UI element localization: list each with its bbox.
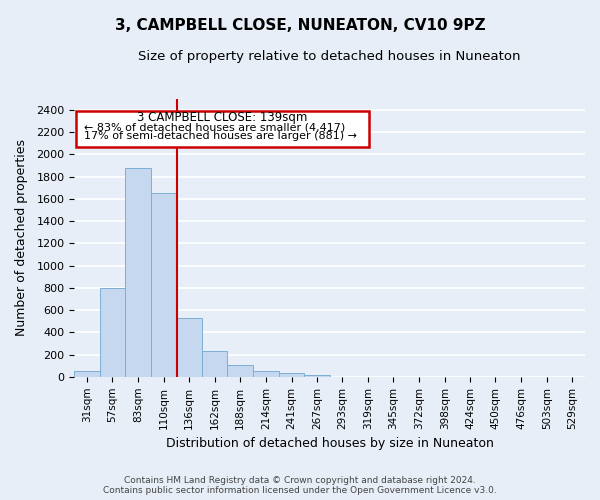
Y-axis label: Number of detached properties: Number of detached properties	[15, 140, 28, 336]
Bar	[100, 288, 125, 377]
Bar	[304, 374, 329, 377]
Text: Contains HM Land Registry data © Crown copyright and database right 2024.
Contai: Contains HM Land Registry data © Crown c…	[103, 476, 497, 495]
Bar	[253, 370, 279, 377]
Text: 17% of semi-detached houses are larger (881) →: 17% of semi-detached houses are larger (…	[84, 132, 357, 141]
Text: 3 CAMPBELL CLOSE: 139sqm: 3 CAMPBELL CLOSE: 139sqm	[137, 111, 308, 124]
Bar	[74, 372, 100, 377]
X-axis label: Distribution of detached houses by size in Nuneaton: Distribution of detached houses by size …	[166, 437, 494, 450]
Text: ← 83% of detached houses are smaller (4,417): ← 83% of detached houses are smaller (4,…	[84, 122, 346, 132]
FancyBboxPatch shape	[76, 111, 368, 147]
Bar	[227, 364, 253, 377]
Bar	[151, 194, 176, 377]
Text: 3, CAMPBELL CLOSE, NUNEATON, CV10 9PZ: 3, CAMPBELL CLOSE, NUNEATON, CV10 9PZ	[115, 18, 485, 32]
Bar	[176, 318, 202, 377]
Title: Size of property relative to detached houses in Nuneaton: Size of property relative to detached ho…	[139, 50, 521, 63]
Bar	[279, 374, 304, 377]
Bar	[125, 168, 151, 377]
Bar	[202, 350, 227, 377]
